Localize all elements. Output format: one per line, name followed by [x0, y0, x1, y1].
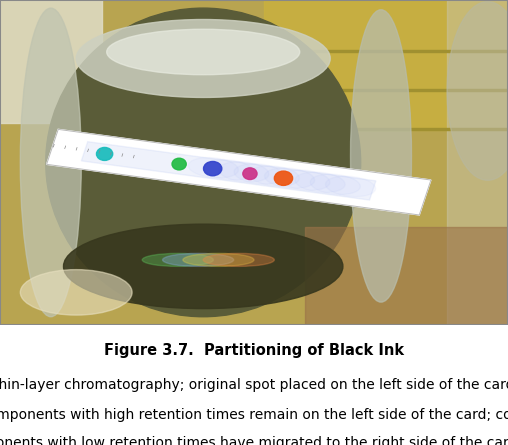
Ellipse shape [326, 176, 375, 197]
Ellipse shape [280, 170, 330, 190]
Bar [0, 0, 102, 123]
Ellipse shape [183, 253, 254, 267]
Ellipse shape [163, 253, 234, 267]
Ellipse shape [172, 158, 186, 170]
Bar [305, 227, 508, 325]
Ellipse shape [447, 2, 508, 180]
Ellipse shape [243, 168, 257, 179]
Ellipse shape [249, 166, 299, 186]
Text: ponents with low retention times have migrated to the right side of the card.: ponents with low retention times have mi… [0, 436, 508, 445]
Ellipse shape [295, 172, 345, 192]
Ellipse shape [234, 164, 284, 184]
Ellipse shape [20, 270, 132, 315]
Text: Components with high retention times remain on the left side of the card; com-: Components with high retention times rem… [0, 408, 508, 422]
Ellipse shape [188, 158, 238, 178]
Ellipse shape [20, 8, 81, 317]
Bar [447, 0, 508, 325]
Ellipse shape [351, 10, 411, 302]
Ellipse shape [204, 162, 222, 176]
Bar [264, 128, 508, 130]
Polygon shape [47, 129, 431, 215]
Ellipse shape [97, 147, 113, 161]
Ellipse shape [265, 168, 314, 188]
Ellipse shape [76, 20, 330, 97]
Ellipse shape [46, 8, 361, 317]
Ellipse shape [274, 171, 293, 186]
Text: Thin-layer chromatography; original spot placed on the left side of the card.: Thin-layer chromatography; original spot… [0, 378, 508, 392]
Ellipse shape [203, 253, 274, 267]
Text: Figure 3.7.  Partitioning of Black Ink: Figure 3.7. Partitioning of Black Ink [104, 343, 404, 358]
Ellipse shape [142, 253, 213, 267]
Ellipse shape [204, 160, 253, 180]
Bar [264, 0, 508, 130]
Ellipse shape [107, 29, 300, 75]
Bar [264, 50, 508, 52]
Bar [264, 89, 508, 91]
Ellipse shape [310, 174, 360, 194]
Ellipse shape [219, 162, 269, 182]
Ellipse shape [64, 224, 343, 309]
Polygon shape [81, 142, 376, 200]
